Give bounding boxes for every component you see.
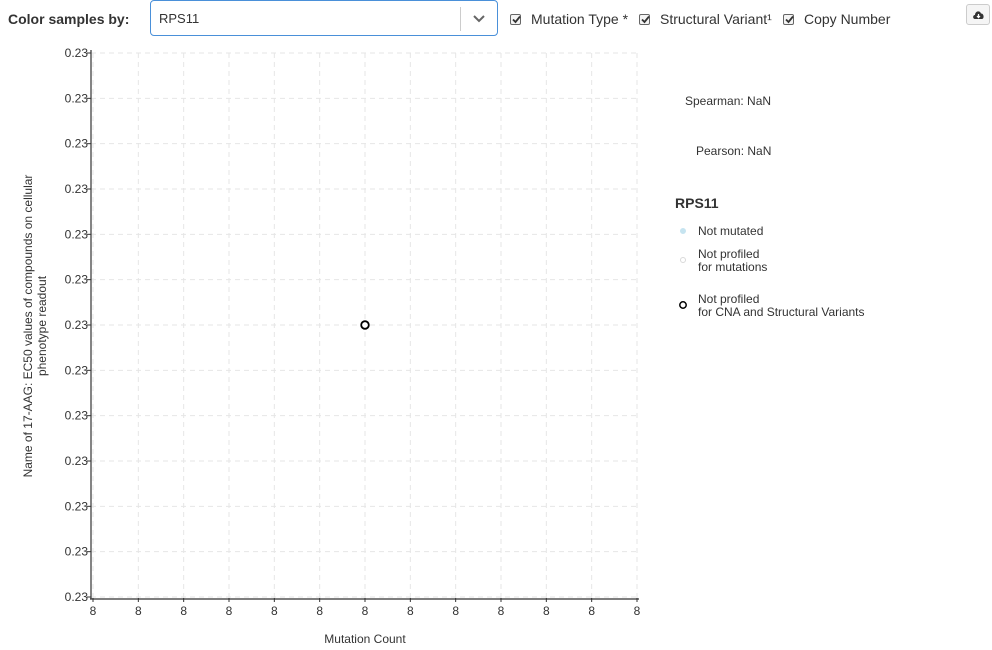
pearson-stat: Pearson: NaN [696,144,772,158]
select-separator [460,7,461,31]
y-tick-label: 0.23 [65,454,89,468]
checkbox-mutation-type-label: Mutation Type * [531,11,629,27]
chevron-down-icon[interactable] [472,12,486,26]
spearman-stat: Spearman: NaN [685,94,772,108]
checkbox-mutation-type-box[interactable] [510,13,521,25]
download-button[interactable] [966,4,990,25]
scatter-plot: 0.23 0.23 0.23 0.23 0.23 0.23 0.23 0.23 0.23 0.23… [21,46,641,646]
check-icon [785,15,794,23]
legend-label-not-profiled-cna: Not profiled for CNA and Structural Vari… [698,293,865,319]
y-tick-label: 0.23 [65,137,89,151]
checkbox-copy-number-label: Copy Number [804,11,891,27]
y-tick-label: 0.23 [65,318,89,332]
checkbox-structural-variant[interactable]: Structural Variant¹ [639,11,772,27]
x-tick-label: 8 [588,604,595,618]
x-tick-label: 8 [180,604,187,618]
checkbox-mutation-type[interactable]: Mutation Type * [510,11,628,27]
y-tick-label: 0.23 [65,499,89,513]
y-tick-label: 0.23 [65,363,89,377]
x-tick-label: 8 [226,604,233,618]
x-tick-label: 8 [271,604,278,618]
legend-label-not-profiled-mutations: Not profiled for mutations [698,248,767,274]
x-axis-label: Mutation Count [324,632,406,646]
checkbox-structural-variant-label: Structural Variant¹ [660,11,772,27]
y-tick-label: 0.23 [65,91,89,105]
gene-select-value: RPS11 [159,11,200,26]
legend-label-not-profiled-cna-line2: for CNA and Structural Variants [698,305,865,319]
y-tick-label: 0.23 [65,273,89,287]
x-tick-label: 8 [135,604,142,618]
y-tick-label: 0.23 [65,590,89,604]
legend-label-not-mutated: Not mutated [698,224,764,238]
y-tick-label: 0.23 [65,545,89,559]
checkbox-copy-number-box[interactable] [783,13,794,25]
legend-label-not-profiled-mutations-line1: Not profiled [698,247,760,261]
y-tick-label: 0.23 [65,409,89,423]
y-tick-label: 0.23 [65,46,89,60]
checkbox-copy-number[interactable]: Copy Number [783,11,890,27]
y-axis-label-line-2: phenotype readout [35,275,49,376]
legend-label-not-profiled-cna-line1: Not profiled [698,292,760,306]
checkbox-structural-variant-box[interactable] [639,13,650,25]
gene-select[interactable]: RPS11 [150,0,498,36]
legend-marker-not-mutated [680,228,686,234]
check-icon [512,15,521,23]
y-axis-ticks: 0.23 0.23 0.23 0.23 0.23 0.23 0.23 0.23 0.23 0.23… [65,46,91,604]
color-samples-label: Color samples by: [8,11,130,27]
y-axis-label-line-1: Name of 17-AAG: EC50 values of compounds… [21,175,35,478]
y-tick-label: 0.23 [65,227,89,241]
scatter-point[interactable] [360,320,370,330]
legend-label-not-profiled-mutations-line2: for mutations [698,260,768,274]
x-tick-label: 8 [362,604,369,618]
x-axis-ticks: 8 8 8 8 8 8 8 8 8 8 8 8 8 [90,598,641,618]
toolbar: Color samples by: RPS11 Mutation Type * … [0,0,992,40]
legend-title: RPS11 [675,195,719,211]
y-tick-label: 0.23 [65,182,89,196]
x-tick-label: 8 [452,604,459,618]
x-tick-label: 8 [407,604,414,618]
data-points [360,320,370,330]
legend-marker-not-profiled-cna [679,301,687,309]
x-tick-label: 8 [90,604,97,618]
legend-marker-not-profiled-mutations [680,257,686,263]
x-tick-label: 8 [316,604,323,618]
x-tick-label: 8 [498,604,505,618]
cloud-download-icon [973,11,984,19]
check-icon [641,15,650,23]
x-tick-label: 8 [634,604,641,618]
x-tick-label: 8 [543,604,550,618]
